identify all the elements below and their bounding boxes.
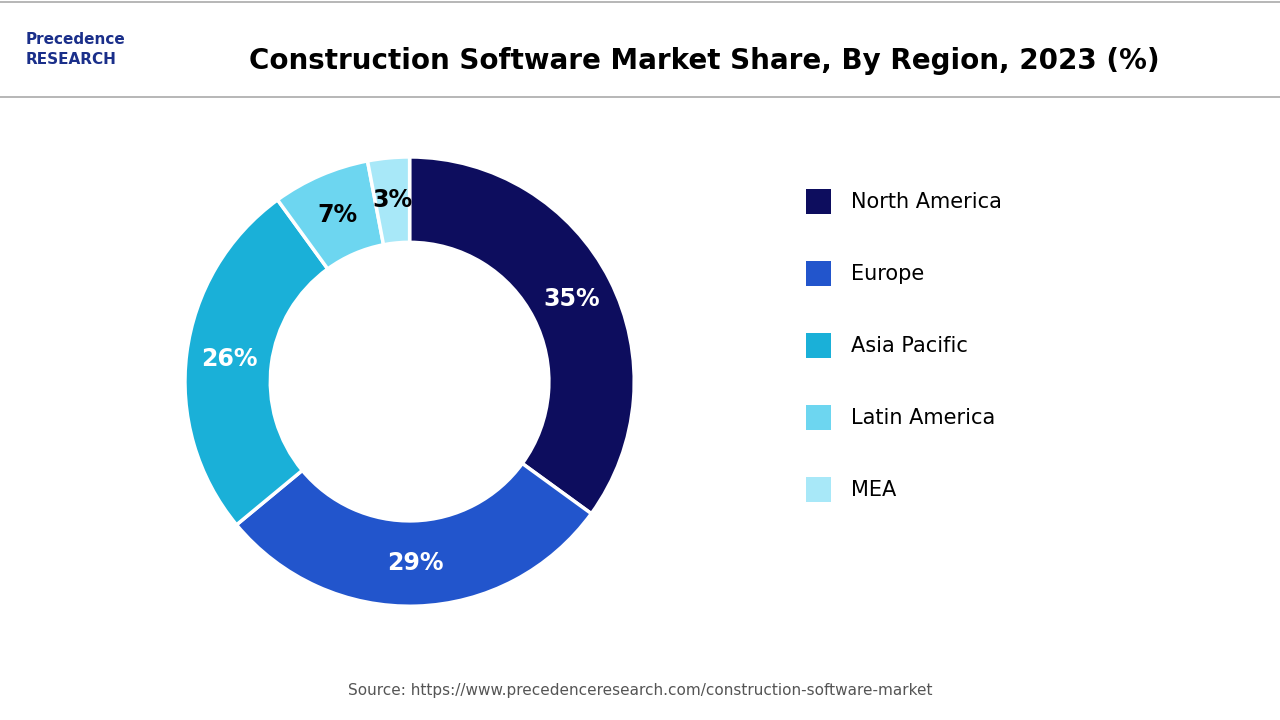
Text: Precedence
RESEARCH: Precedence RESEARCH bbox=[26, 32, 125, 67]
Wedge shape bbox=[237, 464, 591, 606]
Text: 26%: 26% bbox=[201, 347, 257, 371]
Wedge shape bbox=[186, 200, 328, 525]
Text: 7%: 7% bbox=[317, 202, 357, 227]
Wedge shape bbox=[367, 157, 410, 245]
Text: 29%: 29% bbox=[387, 552, 444, 575]
Text: Asia Pacific: Asia Pacific bbox=[851, 336, 968, 356]
Text: Source: https://www.precedenceresearch.com/construction-software-market: Source: https://www.precedenceresearch.c… bbox=[348, 683, 932, 698]
Wedge shape bbox=[410, 157, 634, 513]
Wedge shape bbox=[278, 161, 384, 269]
Text: 3%: 3% bbox=[372, 189, 412, 212]
Text: Europe: Europe bbox=[851, 264, 924, 284]
Text: MEA: MEA bbox=[851, 480, 896, 500]
Text: 35%: 35% bbox=[544, 287, 600, 311]
Text: Latin America: Latin America bbox=[851, 408, 995, 428]
Text: North America: North America bbox=[851, 192, 1001, 212]
Text: Construction Software Market Share, By Region, 2023 (%): Construction Software Market Share, By R… bbox=[248, 47, 1160, 75]
